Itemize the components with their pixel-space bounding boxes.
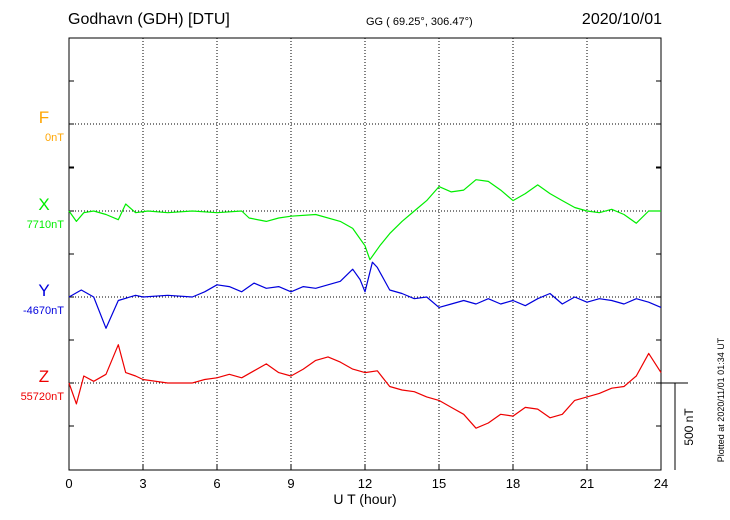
vertical-grid <box>142 38 588 470</box>
series-name-f: F <box>39 108 49 127</box>
scale-bar: 500 nT <box>661 382 696 470</box>
x-tick-label-9: 9 <box>287 476 294 491</box>
trace-z <box>68 344 662 429</box>
x-axis-ticks: 0 3 6 9 12 15 18 21 24 <box>65 464 668 491</box>
x-axis-label: U T (hour) <box>333 491 396 507</box>
component-traces <box>68 179 662 429</box>
x-tick-label-3: 3 <box>139 476 146 491</box>
trace-x <box>68 179 661 261</box>
x-tick-label-0: 0 <box>65 476 72 491</box>
geographic-coordinates: GG ( 69.25°, 306.47°) <box>366 16 473 28</box>
series-baseline-z: 55720nT <box>21 391 65 403</box>
series-baseline-x: 7710nT <box>27 219 65 231</box>
component-labels: F 0nT X 7710nT Y -4670nT Z 55720nT <box>21 108 65 403</box>
trace-y <box>68 261 662 329</box>
series-name-y: Y <box>38 281 49 300</box>
scale-bar-label: 500 nT <box>682 408 696 446</box>
x-tick-label-6: 6 <box>213 476 220 491</box>
series-name-x: X <box>38 195 49 214</box>
plotted-timestamp: Plotted at 2020/11/01 01:34 UT <box>716 337 726 462</box>
x-tick-label-15: 15 <box>432 476 446 491</box>
series-baseline-y: -4670nT <box>23 305 64 317</box>
series-baseline-f: 0nT <box>45 132 64 144</box>
series-name-z: Z <box>39 367 49 386</box>
date-label: 2020/10/01 <box>581 11 662 28</box>
x-tick-label-21: 21 <box>580 476 594 491</box>
x-tick-label-18: 18 <box>506 476 520 491</box>
station-title: Godhavn (GDH) [DTU] <box>68 11 230 28</box>
x-tick-label-12: 12 <box>358 476 372 491</box>
x-tick-label-24: 24 <box>654 476 668 491</box>
